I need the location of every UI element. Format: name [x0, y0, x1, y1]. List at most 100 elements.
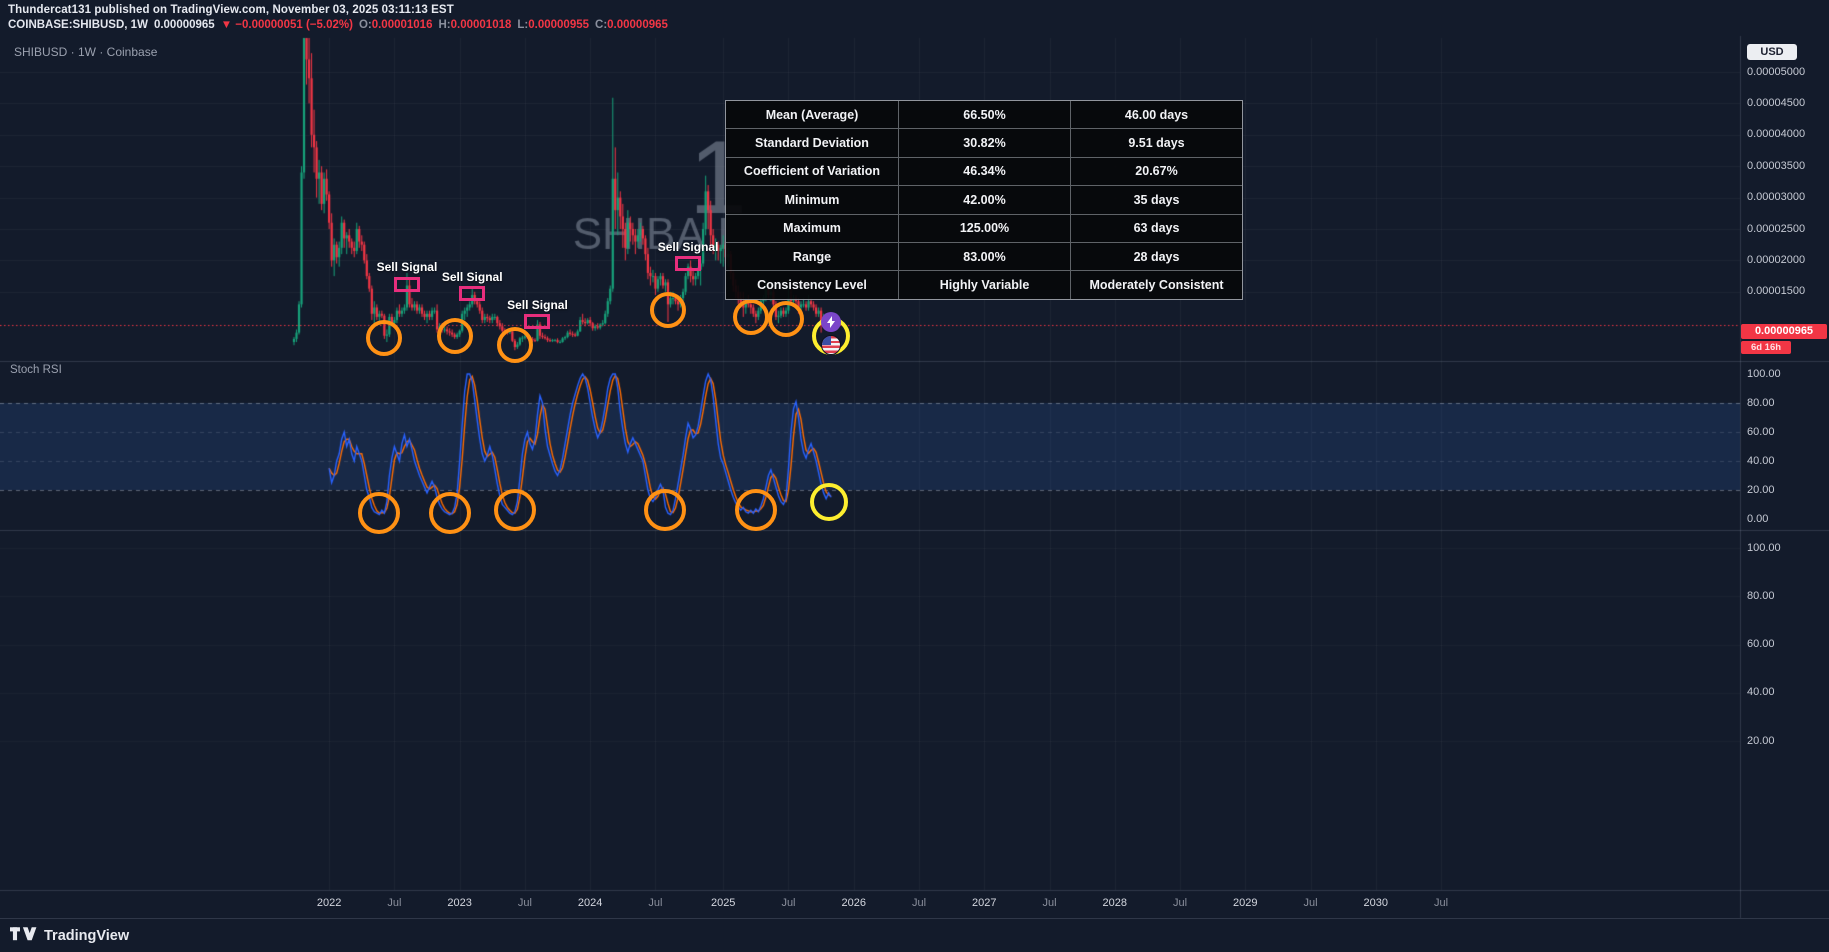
buy-zone-circle[interactable]	[436, 317, 473, 354]
time-axis-label: Jul	[517, 897, 532, 909]
symbol-bar-segment: 0.00000965	[607, 19, 668, 31]
stoch-axis-label: 60.00	[1747, 425, 1775, 438]
sell-signal-label: Sell Signal	[507, 297, 568, 312]
stats-value: 63 days	[1071, 215, 1242, 243]
stats-value: 9.51 days	[1071, 129, 1242, 158]
time-axis-label: 2024	[577, 897, 603, 909]
tradingview-logo-icon[interactable]	[10, 927, 37, 944]
buy-zone-circle[interactable]	[767, 300, 804, 337]
price-axis-label: 0.00004000	[1747, 128, 1806, 141]
time-axis-label: 2027	[972, 897, 997, 909]
sell-signal-box[interactable]	[459, 286, 486, 302]
price-axis-label: 0.00002000	[1747, 253, 1806, 266]
symbol-bar-segment: C:	[595, 19, 608, 31]
symbol-bar-segment: 0.00001018	[450, 19, 512, 31]
stoch-axis-label: 40.00	[1747, 454, 1775, 467]
time-axis-label: 2026	[841, 897, 866, 909]
lower-pane-axis-label: 100.00	[1747, 541, 1781, 554]
current-price-tag: 0.00000965	[1741, 324, 1827, 339]
stats-value: 46.34%	[899, 157, 1071, 187]
stats-value: Highly Variable	[899, 271, 1071, 299]
stats-value: 35 days	[1071, 186, 1242, 215]
stats-value: 30.82%	[899, 129, 1071, 158]
stats-value: 66.50%	[899, 101, 1071, 130]
stats-value: 83.00%	[899, 242, 1071, 272]
stats-row-label: Standard Deviation	[726, 129, 899, 158]
buy-zone-circle[interactable]	[649, 292, 686, 328]
us-flag-event-icon[interactable]	[821, 335, 842, 356]
time-axis-label: 2028	[1102, 897, 1127, 909]
time-axis-label: Jul	[1303, 897, 1318, 909]
stats-row-label: Mean (Average)	[726, 101, 899, 130]
lower-pane-axis-label: 60.00	[1747, 638, 1775, 650]
sell-signal-box[interactable]	[393, 276, 420, 292]
stats-row-label: Coefficient of Variation	[726, 157, 899, 187]
stats-value: 28 days	[1071, 243, 1242, 272]
tradingview-wordmark[interactable]: TradingView	[44, 927, 130, 944]
time-axis-label: 2030	[1363, 897, 1389, 909]
bottom-bar: TradingView	[0, 918, 1829, 952]
stoch-axis-label: 0.00	[1747, 512, 1769, 525]
lightning-event-icon[interactable]	[821, 311, 842, 332]
stats-row-label: Minimum	[726, 186, 899, 215]
symbol-bar-segment[interactable]: COINBASE:SHIBUSD, 1W	[8, 19, 148, 31]
price-axis-label: 0.00003500	[1747, 159, 1806, 172]
stoch-oversold-circle[interactable]	[358, 492, 401, 535]
buy-zone-circle[interactable]	[496, 327, 533, 364]
sell-signal-box[interactable]	[524, 314, 551, 330]
price-axis-label: 0.00004500	[1747, 96, 1806, 109]
time-axis-label: 2022	[316, 897, 342, 909]
time-axis-label: Jul	[387, 897, 402, 909]
buy-zone-circle[interactable]	[732, 298, 769, 335]
sell-signal-label: Sell Signal	[441, 269, 503, 284]
symbol-bar-segment: 0.00000955	[528, 19, 590, 31]
stats-value: 20.67%	[1071, 158, 1242, 187]
stats-row-label: Consistency Level	[726, 271, 899, 299]
time-axis-label: Jul	[1434, 897, 1449, 909]
time-axis-label: Jul	[781, 897, 796, 909]
stoch-oversold-circle[interactable]	[644, 489, 687, 532]
stoch-axis-label: 80.00	[1747, 396, 1775, 409]
lower-pane-axis-label: 40.00	[1747, 686, 1775, 699]
time-axis-label: 2023	[447, 897, 472, 909]
symbol-bar-segment: ▼ −0.00000051 (−5.02%)	[220, 19, 353, 31]
time-axis-label: Jul	[1172, 897, 1188, 909]
sell-signal-label: Sell Signal	[376, 260, 438, 275]
price-axis-label: 0.00005000	[1747, 65, 1806, 78]
flag-canton	[822, 336, 832, 346]
current-stoch-circle[interactable]	[809, 482, 848, 521]
symbol-bar-segment: O:	[358, 19, 372, 31]
lower-pane-axis-label: 80.00	[1747, 589, 1775, 602]
stoch-rsi-label[interactable]: Stoch RSI	[10, 364, 62, 376]
price-axis-label: 0.00001500	[1747, 285, 1806, 298]
symbol-bar-segment: 0.00000965	[153, 19, 215, 31]
sell-signal-box[interactable]	[675, 256, 702, 272]
symbol-bar-segment: L:	[517, 19, 529, 31]
price-axis-label: 0.00002500	[1747, 222, 1806, 235]
sell-signal-label: Sell Signal	[657, 239, 719, 254]
stats-value: 42.00%	[899, 186, 1071, 215]
symbol-info-bar[interactable]: COINBASE:SHIBUSD, 1W 0.00000965 ▼ −0.00000…	[8, 19, 674, 31]
stoch-oversold-circle[interactable]	[428, 492, 471, 535]
chart-legend[interactable]: SHIBUSD · 1W · Coinbase	[14, 45, 158, 59]
currency-usd-button[interactable]: USD	[1747, 44, 1797, 60]
stoch-oversold-circle[interactable]	[734, 489, 777, 532]
symbol-bar-segment: H:	[438, 19, 451, 31]
time-axis-label: 2025	[710, 897, 736, 909]
time-axis-label: Jul	[911, 897, 927, 909]
stoch-axis-label: 100.00	[1747, 367, 1781, 380]
stats-row-label: Maximum	[726, 214, 899, 243]
bar-close-countdown: 6d 16h	[1741, 341, 1791, 354]
lower-pane-axis-label: 20.00	[1747, 734, 1775, 747]
stoch-oversold-circle[interactable]	[493, 489, 536, 532]
stoch-axis-label: 20.00	[1747, 483, 1775, 496]
buy-zone-circle[interactable]	[366, 320, 403, 357]
symbol-bar-segment: 0.00001016	[371, 19, 433, 31]
time-axis-label: 2029	[1233, 897, 1258, 909]
price-axis-label: 0.00003000	[1747, 191, 1806, 204]
stats-value: Moderately Consistent	[1089, 278, 1224, 293]
time-axis-label: Jul	[1042, 897, 1057, 909]
publisher-line: Thundercat131 published on TradingView.c…	[8, 4, 454, 16]
stats-row-label: Range	[726, 242, 899, 272]
